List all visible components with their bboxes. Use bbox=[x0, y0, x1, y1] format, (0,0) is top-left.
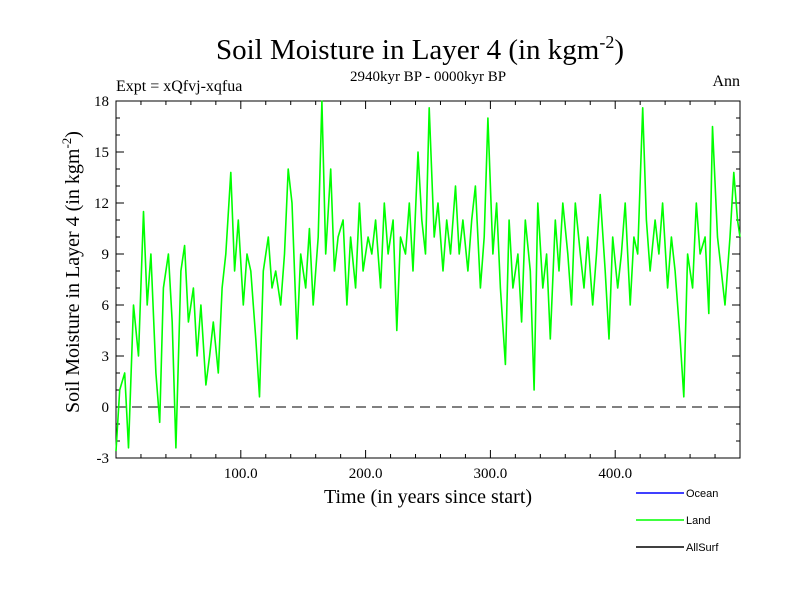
chart-title-tail: ) bbox=[614, 34, 624, 66]
y-tick-label: 6 bbox=[102, 298, 110, 314]
legend-label-land: Land bbox=[686, 515, 710, 527]
legend-label-ocean: Ocean bbox=[686, 488, 718, 500]
x-axis-label: Time (in years since start) bbox=[324, 486, 532, 508]
legend-entry-ocean: Ocean bbox=[636, 488, 718, 500]
chart-subtitle: 2940kyr BP - 0000kyr BP bbox=[350, 69, 506, 85]
season-label: Ann bbox=[712, 73, 740, 90]
chart-title-main: Soil Moisture in Layer 4 (in kgm bbox=[216, 34, 600, 66]
x-tick-label: 400.0 bbox=[598, 466, 632, 482]
series-layer bbox=[115, 100, 741, 452]
chart-title-superscript: -2 bbox=[599, 32, 614, 52]
y-tick-label: 15 bbox=[94, 145, 109, 161]
y-tick-label: 18 bbox=[94, 94, 109, 110]
legend-label-allsurf: AllSurf bbox=[686, 542, 719, 554]
x-tick-label: 300.0 bbox=[474, 466, 508, 482]
y-tick-label: -3 bbox=[97, 451, 110, 467]
plot-frame bbox=[115, 100, 741, 459]
expt-label: Expt = xQfvj-xqfua bbox=[116, 78, 242, 95]
y-axis-label-main: Soil Moisture in Layer 4 (in kgm bbox=[62, 148, 84, 413]
y-axis-label-superscript: -2 bbox=[59, 138, 74, 149]
y-tick-label: 0 bbox=[102, 400, 110, 416]
y-tick-label: 12 bbox=[94, 196, 109, 212]
x-tick-label: 200.0 bbox=[349, 466, 383, 482]
legend-entry-land: Land bbox=[636, 515, 710, 527]
series-line-land bbox=[115, 100, 741, 452]
y-tick-label: 9 bbox=[102, 247, 110, 263]
chart-title: Soil Moisture in Layer 4 (in kgm-2) bbox=[216, 32, 624, 66]
legend-entry-allsurf: AllSurf bbox=[636, 542, 719, 554]
y-axis: -3 0 3 6 9 12 15 18 bbox=[94, 94, 740, 467]
legend: Ocean Land AllSurf bbox=[636, 488, 719, 554]
y-axis-label-tail: ) bbox=[62, 131, 84, 138]
x-tick-label: 100.0 bbox=[224, 466, 258, 482]
y-axis-label: Soil Moisture in Layer 4 (in kgm-2) bbox=[59, 131, 84, 413]
y-tick-label: 3 bbox=[102, 349, 110, 365]
x-axis: 100.0 200.0 300.0 400.0 bbox=[140, 101, 716, 482]
